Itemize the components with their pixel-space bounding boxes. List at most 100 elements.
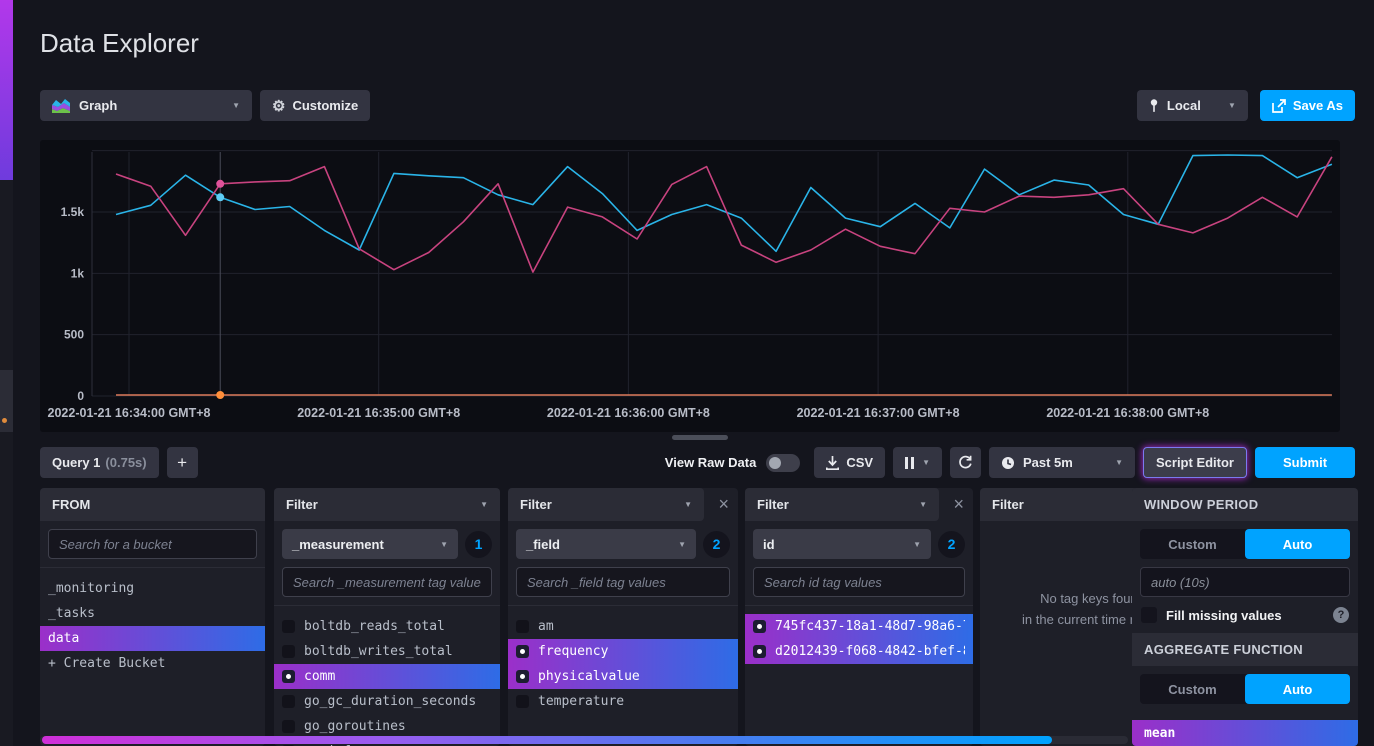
list-item-data[interactable]: data — [40, 626, 265, 651]
checkbox-icon[interactable] — [516, 645, 529, 658]
add-query-button[interactable]: + — [166, 447, 198, 478]
checkbox-icon[interactable] — [753, 620, 766, 633]
aggregate-function-list: meanmedianlast — [1132, 712, 1358, 746]
list-item-d2012439-f068-4842-bfef-8[interactable]: d2012439-f068-4842-bfef-8… — [745, 639, 973, 664]
list-item-go-goroutines[interactable]: go_goroutines — [274, 714, 500, 739]
series-line-cyan — [115, 154, 1333, 253]
fill-missing-checkbox[interactable] — [1141, 607, 1157, 623]
gear-icon: ⚙ — [272, 97, 286, 115]
checkbox-icon[interactable] — [282, 670, 295, 683]
checkbox-icon[interactable] — [282, 720, 295, 733]
horizontal-scrollbar-thumb[interactable] — [42, 736, 1052, 744]
chevron-down-icon: ▼ — [922, 458, 930, 467]
nav-item-partial[interactable] — [0, 370, 13, 432]
list-item-label: go_goroutines — [304, 719, 406, 734]
divider — [745, 605, 973, 606]
list-item-frequency[interactable]: frequency — [508, 639, 738, 664]
tag-key-dropdown[interactable]: _measurement ▼ — [282, 529, 458, 559]
help-icon[interactable]: ? — [1333, 607, 1349, 623]
left-nav-rail[interactable] — [0, 0, 13, 746]
list-item-monitoring[interactable]: _monitoring — [40, 576, 265, 601]
hover-dot-cyan — [216, 193, 225, 202]
window-period-mode-toggle[interactable]: Custom Auto — [1140, 529, 1350, 559]
tag-value-search-input[interactable] — [282, 567, 492, 597]
close-icon[interactable]: × — [718, 494, 729, 514]
list-item-label: data — [48, 631, 80, 646]
list-item-label: go_gc_duration_seconds — [304, 694, 477, 709]
list-item-label: physicalvalue — [538, 669, 640, 684]
timeseries-chart[interactable]: 0 500 1k 1.5k 2022-01-21 16:34:00 GMT+8 2022-… — [40, 140, 1340, 432]
list-item-745fc437-18a1-48d7-98a6-7[interactable]: 745fc437-18a1-48d7-98a6-7… — [745, 614, 973, 639]
timeseries-chart-panel[interactable]: 0 500 1k 1.5k 2022-01-21 16:34:00 GMT+8 2022-… — [40, 140, 1340, 432]
script-editor-button[interactable]: Script Editor — [1142, 447, 1247, 478]
scope-dropdown[interactable]: Local ▼ — [1136, 90, 1248, 121]
checkbox-icon[interactable] — [282, 645, 295, 658]
refresh-button[interactable] — [949, 447, 981, 478]
tag-value-search-input[interactable] — [516, 567, 730, 597]
resize-drag-handle[interactable] — [672, 435, 728, 440]
window-period-input[interactable] — [1140, 567, 1350, 597]
list-item-comm[interactable]: comm — [274, 664, 500, 689]
list-item-boltdb-writes-total[interactable]: boltdb_writes_total — [274, 639, 500, 664]
list-item-create-bucket[interactable]: + Create Bucket — [40, 651, 265, 676]
filter-panel-id: Filter ▼ × id ▼ 2 745fc437-18a1-48d7-98a… — [745, 488, 973, 746]
y-tick-label: 500 — [64, 328, 84, 342]
list-item-label: go_info — [304, 744, 359, 746]
y-tick-label: 1.5k — [61, 205, 85, 219]
fill-missing-label: Fill missing values — [1166, 607, 1282, 623]
list-item-label: d2012439-f068-4842-bfef-8… — [775, 644, 965, 659]
chevron-down-icon: ▼ — [678, 539, 686, 549]
csv-download-button[interactable]: CSV — [814, 447, 886, 478]
view-raw-data-toggle[interactable] — [766, 453, 801, 472]
customize-button[interactable]: ⚙ Customize — [260, 90, 371, 121]
custom-option[interactable]: Custom — [1168, 536, 1217, 552]
view-type-dropdown[interactable]: Graph ▼ — [40, 90, 252, 121]
save-as-button[interactable]: Save As — [1259, 90, 1355, 121]
chevron-down-icon: ▼ — [1227, 101, 1236, 110]
chevron-down-icon[interactable]: ▼ — [684, 500, 692, 509]
x-tick-label: 2022-01-21 16:37:00 GMT+8 — [797, 406, 960, 420]
list-item-am[interactable]: am — [508, 614, 738, 639]
time-range-label: Past 5m — [1022, 455, 1073, 470]
checkbox-icon[interactable] — [516, 670, 529, 683]
aggregate-function-header: AGGREGATE FUNCTION — [1132, 633, 1358, 666]
close-icon[interactable]: × — [953, 494, 964, 514]
tag-key-dropdown[interactable]: id ▼ — [753, 529, 931, 559]
checkbox-icon[interactable] — [516, 695, 529, 708]
area-chart-icon — [52, 98, 70, 113]
list-item-go-gc-duration-seconds[interactable]: go_gc_duration_seconds — [274, 689, 500, 714]
checkbox-icon[interactable] — [282, 620, 295, 633]
list-item-label: boltdb_reads_total — [304, 619, 445, 634]
checkbox-icon[interactable] — [282, 695, 295, 708]
window-options-panel: WINDOW PERIOD Custom Auto Fill missing v… — [1132, 488, 1358, 746]
y-tick-label: 1k — [71, 266, 85, 280]
export-icon — [1272, 98, 1286, 113]
bucket-search-input[interactable] — [48, 529, 257, 559]
selected-count-badge: 1 — [465, 530, 492, 558]
custom-option[interactable]: Custom — [1168, 681, 1217, 697]
page-title: Data Explorer — [40, 28, 199, 58]
selected-count-badge: 2 — [938, 530, 965, 558]
list-item-physicalvalue[interactable]: physicalvalue — [508, 664, 738, 689]
tag-value-search-input[interactable] — [753, 567, 965, 597]
list-item-label: 745fc437-18a1-48d7-98a6-7… — [775, 619, 965, 634]
submit-button[interactable]: Submit — [1255, 447, 1355, 478]
horizontal-scrollbar-track[interactable] — [40, 736, 1128, 744]
auto-option[interactable]: Auto — [1245, 529, 1350, 559]
list-item-temperature[interactable]: temperature — [508, 689, 738, 714]
chevron-down-icon[interactable]: ▼ — [919, 500, 927, 509]
tag-key-dropdown[interactable]: _field ▼ — [516, 529, 696, 559]
aggregate-mode-toggle[interactable]: Custom Auto — [1140, 674, 1350, 704]
chevron-down-icon[interactable]: ▼ — [480, 500, 488, 509]
query-tab[interactable]: Query 1 (0.75s) — [40, 447, 159, 478]
list-item-tasks[interactable]: _tasks — [40, 601, 265, 626]
pause-dropdown-button[interactable]: ▼ — [893, 447, 942, 478]
time-range-dropdown[interactable]: Past 5m ▼ — [988, 447, 1135, 478]
list-item-boltdb-reads-total[interactable]: boltdb_reads_total — [274, 614, 500, 639]
divider — [274, 605, 500, 606]
checkbox-icon[interactable] — [516, 620, 529, 633]
filter-panel-header: Filter ▼ — [508, 488, 704, 521]
list-item-mean[interactable]: mean — [1132, 720, 1358, 746]
auto-option[interactable]: Auto — [1245, 674, 1350, 704]
checkbox-icon[interactable] — [753, 645, 766, 658]
